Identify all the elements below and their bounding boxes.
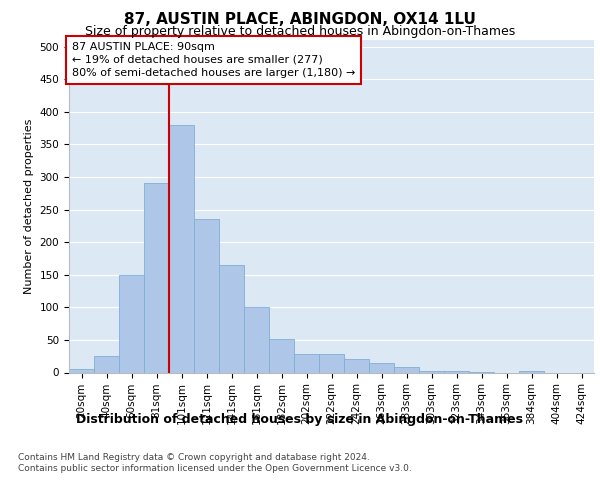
Text: Size of property relative to detached houses in Abingdon-on-Thames: Size of property relative to detached ho… [85, 25, 515, 38]
Bar [444, 370, 469, 372]
Bar [144, 184, 169, 372]
Bar [419, 370, 444, 372]
Bar [294, 354, 319, 372]
Text: Contains HM Land Registry data © Crown copyright and database right 2024.: Contains HM Land Registry data © Crown c… [18, 452, 370, 462]
Bar [394, 368, 419, 372]
Bar [69, 369, 94, 372]
Text: 87, AUSTIN PLACE, ABINGDON, OX14 1LU: 87, AUSTIN PLACE, ABINGDON, OX14 1LU [124, 12, 476, 28]
Text: Distribution of detached houses by size in Abingdon-on-Thames: Distribution of detached houses by size … [77, 412, 523, 426]
Bar [219, 265, 244, 372]
Bar [244, 308, 269, 372]
Bar [344, 360, 369, 372]
Bar [269, 338, 294, 372]
Bar [94, 356, 119, 372]
Y-axis label: Number of detached properties: Number of detached properties [24, 118, 34, 294]
Bar [519, 370, 544, 372]
Bar [319, 354, 344, 372]
Text: 87 AUSTIN PLACE: 90sqm
← 19% of detached houses are smaller (277)
80% of semi-de: 87 AUSTIN PLACE: 90sqm ← 19% of detached… [71, 42, 355, 78]
Bar [169, 125, 194, 372]
Bar [369, 362, 394, 372]
Text: Contains public sector information licensed under the Open Government Licence v3: Contains public sector information licen… [18, 464, 412, 473]
Bar [194, 220, 219, 372]
Bar [119, 274, 144, 372]
